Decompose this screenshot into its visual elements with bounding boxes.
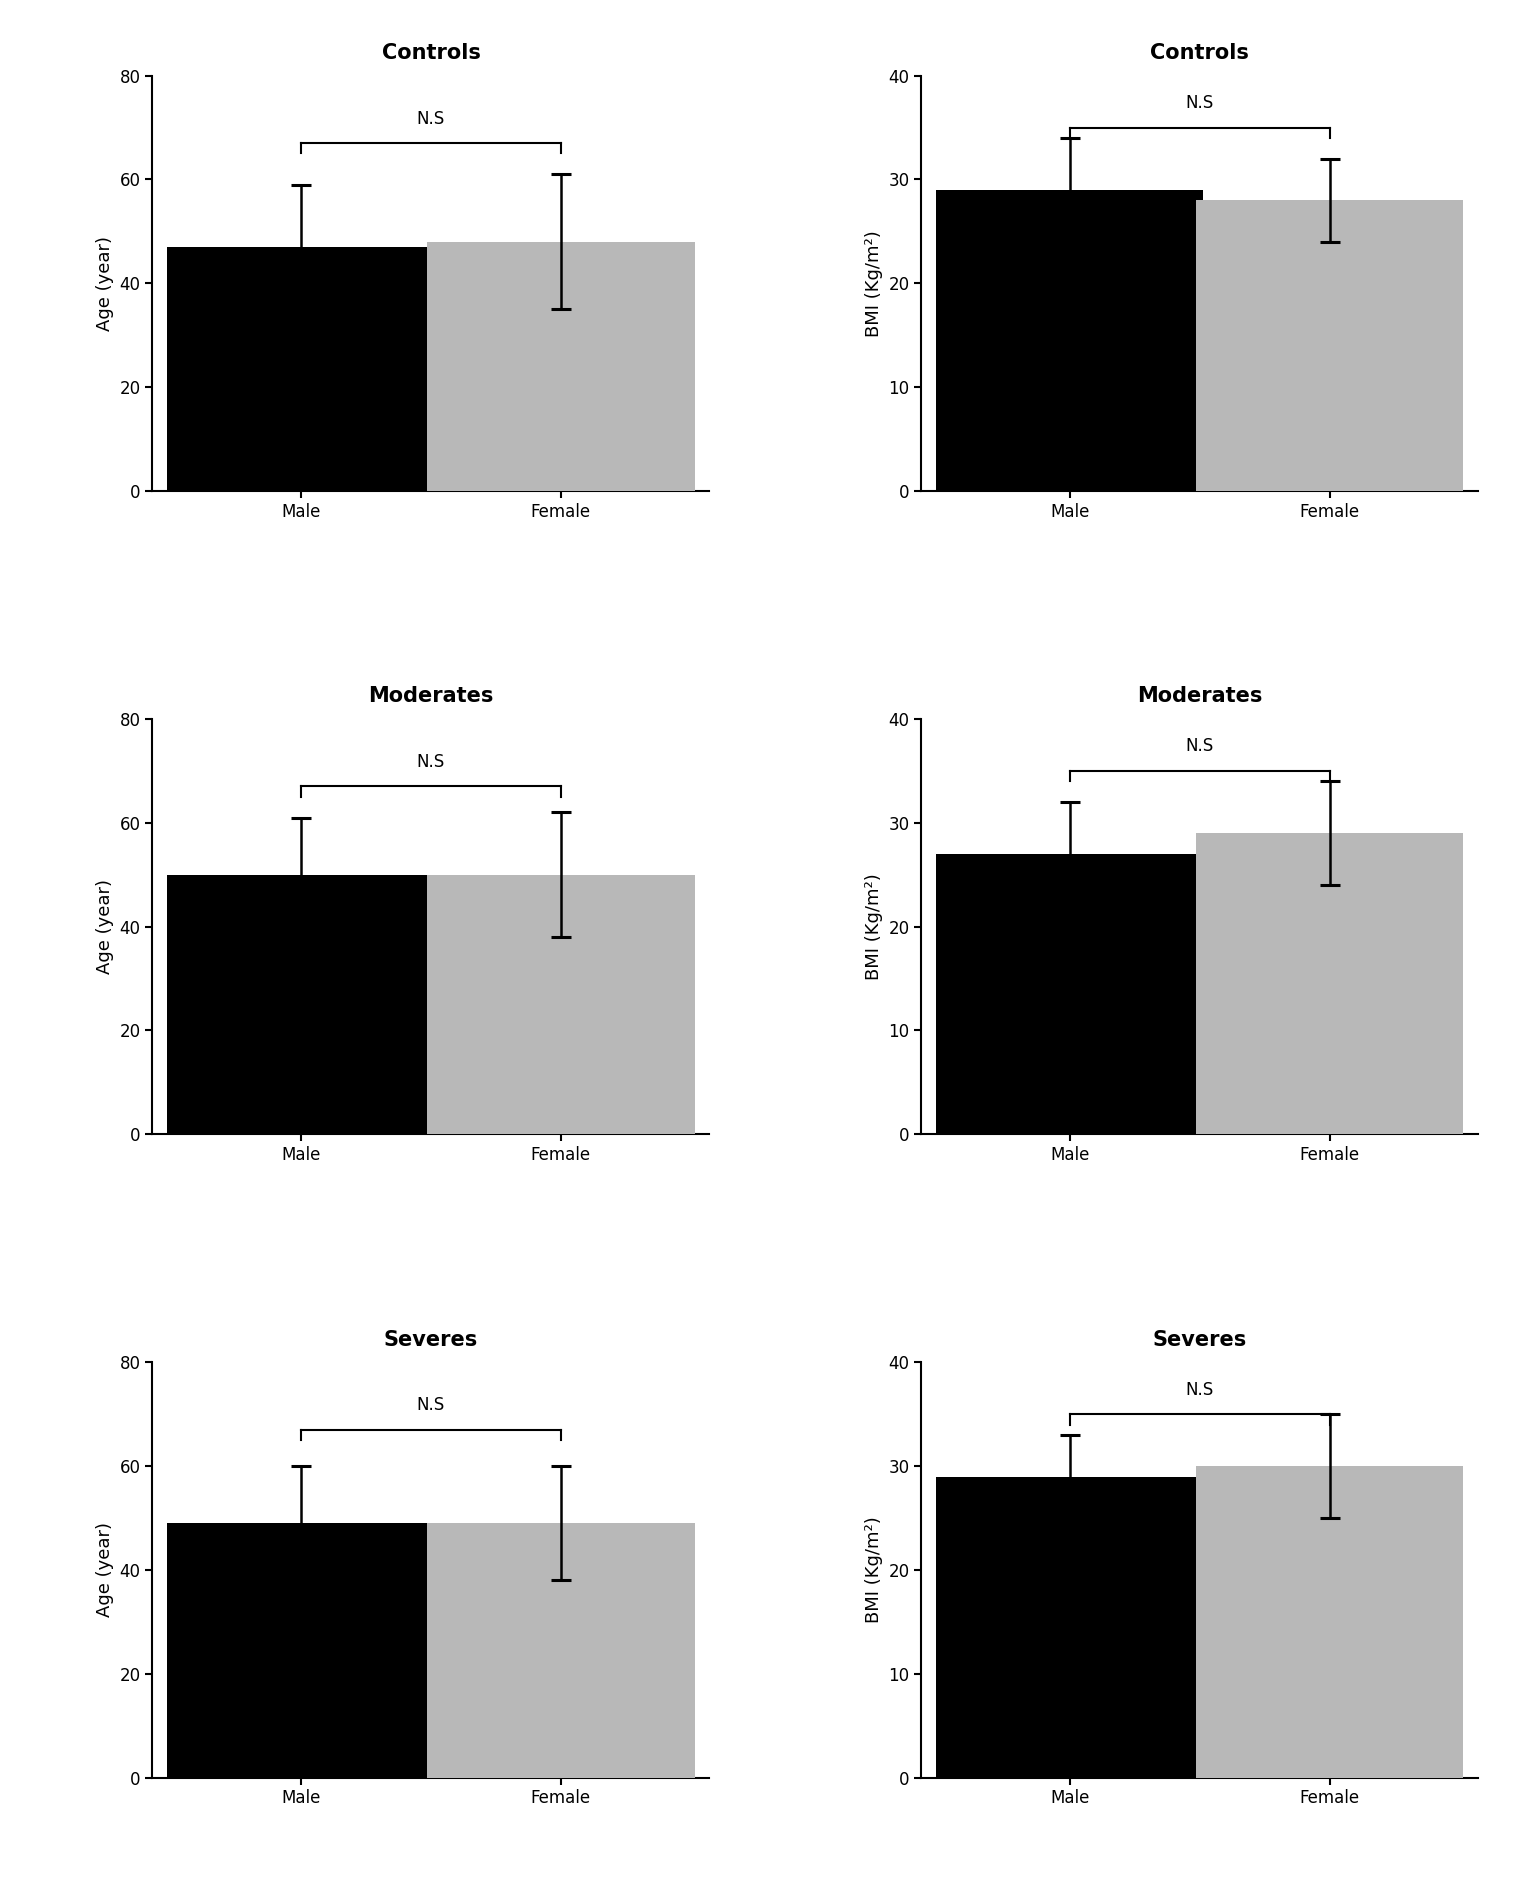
Title: Controls: Controls <box>381 43 480 62</box>
Bar <box>1196 834 1463 1135</box>
Title: Severes: Severes <box>384 1329 479 1350</box>
Text: N.S: N.S <box>418 753 445 772</box>
Title: Controls: Controls <box>1151 43 1250 62</box>
Bar <box>168 248 434 492</box>
Text: N.S: N.S <box>1186 737 1213 755</box>
Title: Severes: Severes <box>1152 1329 1247 1350</box>
Text: N.S: N.S <box>418 110 445 127</box>
Bar <box>936 189 1204 492</box>
Y-axis label: Age (year): Age (year) <box>96 236 114 331</box>
Title: Moderates: Moderates <box>1137 686 1262 707</box>
Y-axis label: Age (year): Age (year) <box>96 1522 114 1617</box>
Bar <box>936 1477 1204 1778</box>
Text: N.S: N.S <box>1186 95 1213 112</box>
Bar <box>1196 1466 1463 1778</box>
Bar <box>427 1524 695 1778</box>
Text: N.S: N.S <box>418 1396 445 1414</box>
Y-axis label: Age (year): Age (year) <box>96 879 114 974</box>
Y-axis label: BMI (Kg/m²): BMI (Kg/m²) <box>864 231 882 337</box>
Bar <box>427 242 695 492</box>
Bar <box>168 876 434 1135</box>
Bar <box>1196 200 1463 492</box>
Y-axis label: BMI (Kg/m²): BMI (Kg/m²) <box>864 1517 882 1622</box>
Text: N.S: N.S <box>1186 1380 1213 1399</box>
Bar <box>427 876 695 1135</box>
Bar <box>936 855 1204 1135</box>
Title: Moderates: Moderates <box>369 686 494 707</box>
Bar <box>168 1524 434 1778</box>
Y-axis label: BMI (Kg/m²): BMI (Kg/m²) <box>864 874 882 980</box>
